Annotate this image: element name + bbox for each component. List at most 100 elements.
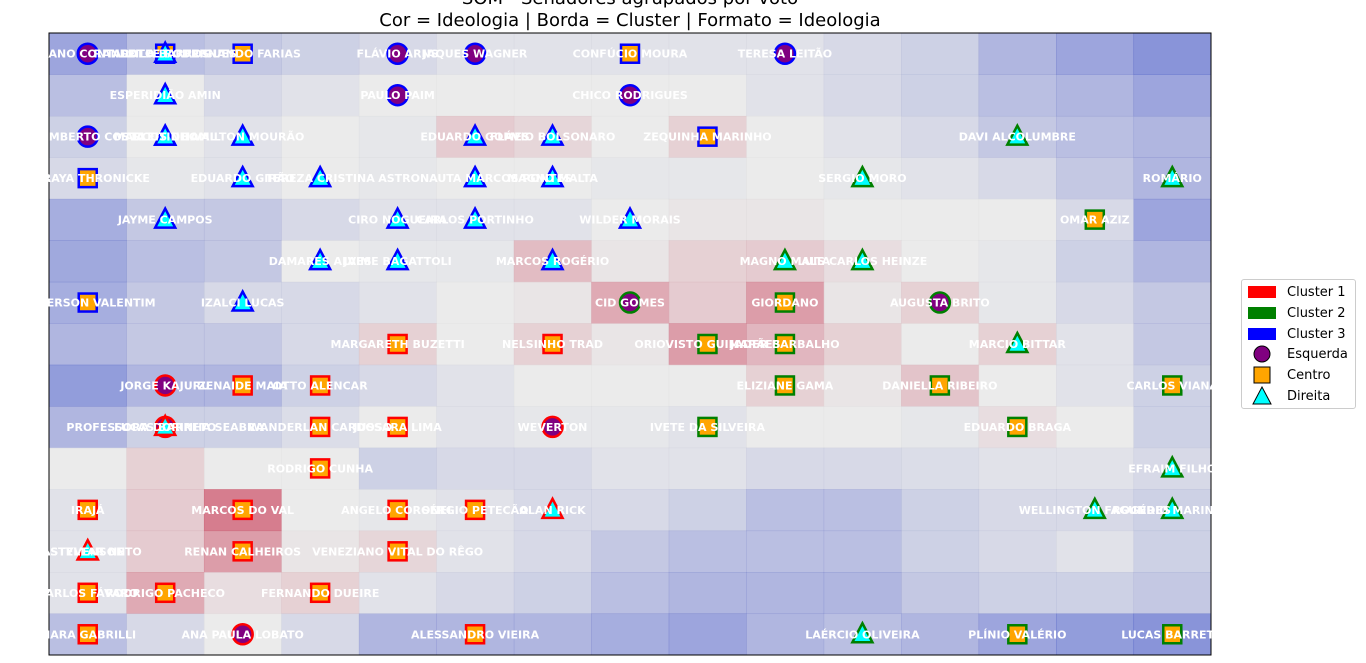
senator-label: WILDER MORAIS xyxy=(579,214,681,227)
heatmap-cell xyxy=(513,33,592,75)
heatmap-cell xyxy=(126,157,205,200)
senator-marker xyxy=(1160,454,1185,478)
senator-label: HUMBERTO COSTA xyxy=(31,131,146,144)
senator-marker xyxy=(309,582,331,604)
senator-marker xyxy=(309,416,331,438)
senator-label: SERGIO MORO xyxy=(818,172,906,185)
heatmap-cell xyxy=(203,74,282,117)
senator-marker xyxy=(76,125,99,148)
senator-label: OTTO ALENCAR xyxy=(273,379,369,392)
heatmap-cell xyxy=(1056,572,1135,615)
senator-label: RODRIGO CUNHA xyxy=(267,462,373,475)
heatmap-cell xyxy=(513,530,592,573)
heatmap-cell xyxy=(978,530,1057,573)
senator-marker xyxy=(309,375,331,396)
heatmap-cell xyxy=(591,489,670,532)
heatmap-cell xyxy=(1133,406,1212,449)
heatmap-cell xyxy=(436,447,515,490)
heatmap-cell xyxy=(746,613,825,656)
heatmap-cell xyxy=(203,406,282,449)
heatmap-cell xyxy=(203,447,282,490)
senator-marker xyxy=(540,164,565,188)
senator-marker xyxy=(617,205,643,229)
senator-label: CARLOS FÁVARO xyxy=(37,587,138,600)
heatmap-cell xyxy=(126,447,205,490)
heatmap-cell xyxy=(668,489,747,532)
senator-label: ANDERSON VALENTIM xyxy=(20,297,156,310)
heatmap-cell xyxy=(901,489,980,532)
senator-marker xyxy=(386,83,409,107)
senator-label: ANA PAULA LOBATO xyxy=(181,628,303,641)
heatmap-cell xyxy=(978,447,1057,490)
senator-label: MAGNO MALTA xyxy=(507,172,598,185)
senator-marker xyxy=(1162,624,1183,645)
heatmap-cell xyxy=(281,613,360,656)
heatmap-cell xyxy=(358,281,437,324)
heatmap-cell xyxy=(358,613,437,656)
senator-marker xyxy=(309,458,331,479)
chart-title-line-2: Cor = Ideologia | Borda = Cluster | Form… xyxy=(379,10,881,31)
heatmap-cell xyxy=(823,447,902,490)
senator-label: ZEQUINHA MARINHO xyxy=(643,131,771,144)
senator-label: ZENAIDE MAIA xyxy=(198,379,288,392)
senator-marker xyxy=(385,247,410,271)
senator-marker xyxy=(1162,375,1183,396)
heatmap-cell xyxy=(668,198,747,241)
senator-markers xyxy=(75,40,1185,646)
senator-marker xyxy=(308,164,333,188)
senator-label: JAQUES WAGNER xyxy=(422,48,528,61)
legend-item-esquerda: Esquerda xyxy=(1248,344,1348,364)
legend-item-cluster-3: Cluster 3 xyxy=(1248,324,1346,344)
heatmap-cell xyxy=(978,240,1057,283)
senator-marker xyxy=(1082,496,1107,520)
heatmap-cell xyxy=(513,613,592,656)
senator-label: MAGNO MALTA xyxy=(740,255,831,268)
senator-label: ALESSANDRO VIEIRA xyxy=(411,628,540,641)
senator-marker xyxy=(1005,122,1030,146)
heatmap-cell xyxy=(901,157,980,200)
senator-label: ROMÁRIO xyxy=(1143,172,1202,185)
heatmap-cell xyxy=(591,447,670,490)
heatmap-cell xyxy=(49,406,127,449)
heatmap-cell xyxy=(1133,572,1212,615)
heatmap-cell xyxy=(513,572,592,615)
heatmap-cell xyxy=(978,364,1057,407)
heatmap-cell xyxy=(746,74,825,117)
senator-label: IRAJÁ xyxy=(71,504,105,517)
senator-marker xyxy=(464,624,486,645)
heatmap-cell xyxy=(126,323,205,366)
senator-label: EFRAIM FILHO xyxy=(1128,462,1216,475)
senator-label: CLEITINHO xyxy=(132,131,198,144)
senator-marker xyxy=(387,499,408,521)
senator-label: ASTRONAUTA MARCOS PONTES xyxy=(378,172,572,185)
senator-label: WELLINGTON FAGUNDES xyxy=(1019,504,1171,517)
heatmap-cell xyxy=(281,530,360,573)
senator-marker xyxy=(1160,496,1185,520)
senator-label: PROFESSORA DORINHA SEABRA xyxy=(66,421,264,434)
senator-marker xyxy=(231,623,254,646)
heatmap-cell xyxy=(978,198,1057,241)
senator-marker xyxy=(153,40,178,63)
senator-label: ANGELO CORONEL xyxy=(341,504,454,517)
senator-marker xyxy=(232,541,253,562)
heatmap-cell xyxy=(513,281,592,324)
senator-marker xyxy=(153,205,178,229)
heatmap-cell xyxy=(901,115,980,158)
senator-marker xyxy=(774,333,796,355)
heatmap-cell xyxy=(746,157,825,200)
heatmap-cell xyxy=(436,530,515,573)
legend-label-esquerda: Esquerda xyxy=(1287,346,1348,362)
heatmap-cell xyxy=(1133,33,1212,75)
cluster-2-swatch xyxy=(1248,307,1276,319)
senator-marker xyxy=(697,126,718,147)
heatmap-cell xyxy=(1133,323,1212,366)
heatmap-cell xyxy=(436,240,515,283)
heatmap-cell xyxy=(823,406,902,449)
senator-marker xyxy=(774,375,796,396)
senator-label: LAÉRCIO OLIVEIRA xyxy=(805,628,920,641)
heatmap-cell xyxy=(281,281,360,324)
heatmap-cell xyxy=(1056,157,1135,200)
heatmap-cell xyxy=(49,198,127,241)
senator-label: DAMARES ALVES xyxy=(269,255,372,268)
senator-marker xyxy=(462,205,488,229)
